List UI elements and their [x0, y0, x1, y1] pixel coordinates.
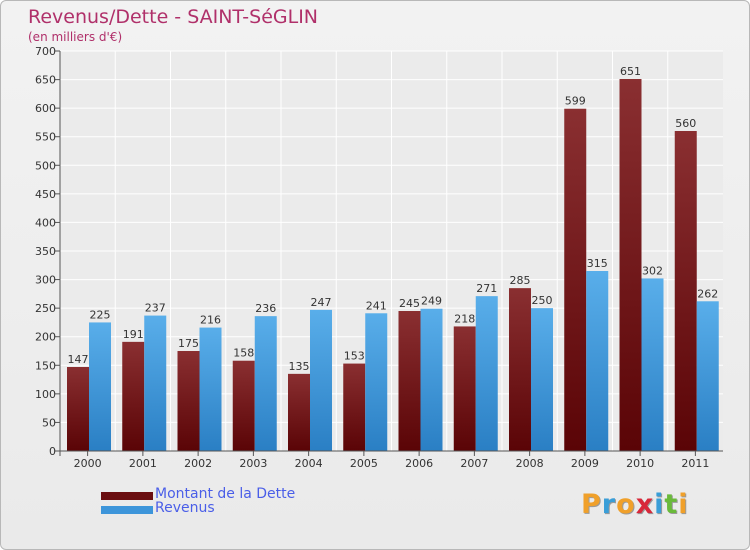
- data-label-dette-2005: 153: [344, 350, 365, 363]
- bar-dette-2011: [674, 131, 697, 451]
- data-label-dette-2002: 175: [178, 337, 199, 350]
- data-label-dette-2008: 285: [510, 274, 531, 287]
- bar-revenus-2002: [199, 327, 222, 451]
- bar-dette-2002: [177, 351, 200, 451]
- logo-letter-0: P: [581, 489, 602, 520]
- grid-lines: [60, 50, 723, 452]
- x-tick-label-2005: 2005: [350, 457, 378, 470]
- data-label-dette-2004: 135: [289, 360, 310, 373]
- data-label-dette-2001: 191: [123, 328, 144, 341]
- bar-revenus-2001: [144, 315, 167, 451]
- bar-dette-2003: [232, 360, 255, 451]
- data-label-dette-2009: 599: [565, 95, 586, 108]
- logo-letter-4: i: [654, 489, 665, 520]
- bar-dette-2005: [343, 363, 366, 451]
- data-label-revenus-2007: 271: [476, 282, 497, 295]
- chart-subtitle: (en milliers d'€): [28, 30, 123, 44]
- data-label-dette-2010: 651: [620, 65, 641, 78]
- data-label-revenus-2011: 262: [697, 287, 718, 300]
- bars: [67, 79, 719, 451]
- bar-dette-2010: [619, 79, 642, 451]
- bar-revenus-2005: [365, 313, 388, 451]
- bar-dette-2008: [509, 288, 531, 451]
- y-tick-label-400: 400: [35, 216, 56, 229]
- data-label-revenus-2002: 216: [200, 314, 221, 327]
- axes: 0 50 100 150 200 250 300 350 400 450 500 550 600 650 7…: [35, 45, 723, 470]
- data-label-revenus-2010: 302: [642, 264, 663, 277]
- data-label-dette-2006: 245: [399, 297, 420, 310]
- data-label-revenus-2006: 249: [421, 295, 442, 308]
- x-tick-label-2001: 2001: [129, 457, 157, 470]
- y-tick-label-250: 250: [35, 302, 56, 315]
- x-tick-label-2011: 2011: [681, 457, 709, 470]
- logo-letter-6: i: [678, 489, 689, 520]
- bar-dette-2009: [564, 108, 587, 451]
- y-tick-label-450: 450: [35, 188, 56, 201]
- data-label-revenus-2001: 237: [145, 302, 166, 315]
- data-label-revenus-2003: 236: [255, 302, 276, 315]
- bar-dette-2004: [288, 373, 310, 451]
- data-label-revenus-2008: 250: [532, 294, 553, 307]
- bar-dette-2000: [67, 367, 89, 451]
- bar-revenus-2000: [89, 322, 111, 451]
- y-tick-label-600: 600: [35, 102, 56, 115]
- logo-letter-3: x: [635, 489, 655, 520]
- bar-dette-2006: [398, 311, 421, 451]
- bar-dette-2001: [122, 341, 145, 451]
- bar-revenus-2004: [310, 309, 332, 451]
- y-tick-label-350: 350: [35, 245, 56, 258]
- bar-dette-2007: [453, 326, 476, 451]
- proxiti-logo: Proxiti: [581, 489, 689, 520]
- bar-revenus-2007: [475, 296, 498, 451]
- y-tick-label-700: 700: [35, 45, 56, 58]
- x-tick-label-2003: 2003: [239, 457, 267, 470]
- logo-letter-5: t: [664, 489, 679, 520]
- legend-swatch-revenus: [101, 506, 153, 514]
- legend-swatch-dette: [101, 492, 153, 500]
- bar-revenus-2011: [696, 301, 719, 451]
- y-tick-label-550: 550: [35, 131, 56, 144]
- x-tick-label-2009: 2009: [571, 457, 599, 470]
- logo-letter-2: o: [616, 489, 636, 520]
- x-tick-label-2008: 2008: [516, 457, 544, 470]
- data-label-dette-2000: 147: [68, 353, 89, 366]
- y-tick-label-100: 100: [35, 388, 56, 401]
- bar-revenus-2008: [531, 308, 553, 451]
- data-label-revenus-2004: 247: [311, 296, 332, 309]
- bar-revenus-2009: [586, 271, 609, 451]
- logo-letter-1: r: [601, 489, 617, 520]
- data-label-revenus-2009: 315: [587, 257, 608, 270]
- x-tick-label-2007: 2007: [460, 457, 488, 470]
- legend-label-dette: Montant de la Dette: [155, 486, 296, 502]
- x-tick-label-2000: 2000: [74, 457, 102, 470]
- chart-title: Revenus/Dette - SAINT-SéGLIN: [28, 6, 319, 28]
- data-label-dette-2007: 218: [454, 312, 475, 325]
- legend-label-revenus: Revenus: [155, 500, 215, 516]
- data-label-dette-2003: 158: [233, 347, 254, 360]
- data-label-dette-2011: 560: [675, 117, 696, 130]
- y-tick-label-650: 650: [35, 74, 56, 87]
- x-tick-label-2004: 2004: [295, 457, 323, 470]
- data-label-revenus-2000: 225: [90, 308, 111, 321]
- y-tick-label-150: 150: [35, 359, 56, 372]
- bar-revenus-2010: [641, 278, 664, 451]
- x-tick-label-2010: 2010: [626, 457, 654, 470]
- data-label-revenus-2005: 241: [366, 299, 387, 312]
- x-tick-label-2002: 2002: [184, 457, 212, 470]
- y-tick-label-0: 0: [49, 445, 56, 458]
- x-tick-label-2006: 2006: [405, 457, 433, 470]
- y-tick-label-500: 500: [35, 159, 56, 172]
- y-tick-label-50: 50: [42, 416, 56, 429]
- bar-revenus-2006: [420, 308, 443, 451]
- bar-revenus-2003: [254, 316, 277, 451]
- y-tick-label-300: 300: [35, 274, 56, 287]
- y-tick-label-200: 200: [35, 331, 56, 344]
